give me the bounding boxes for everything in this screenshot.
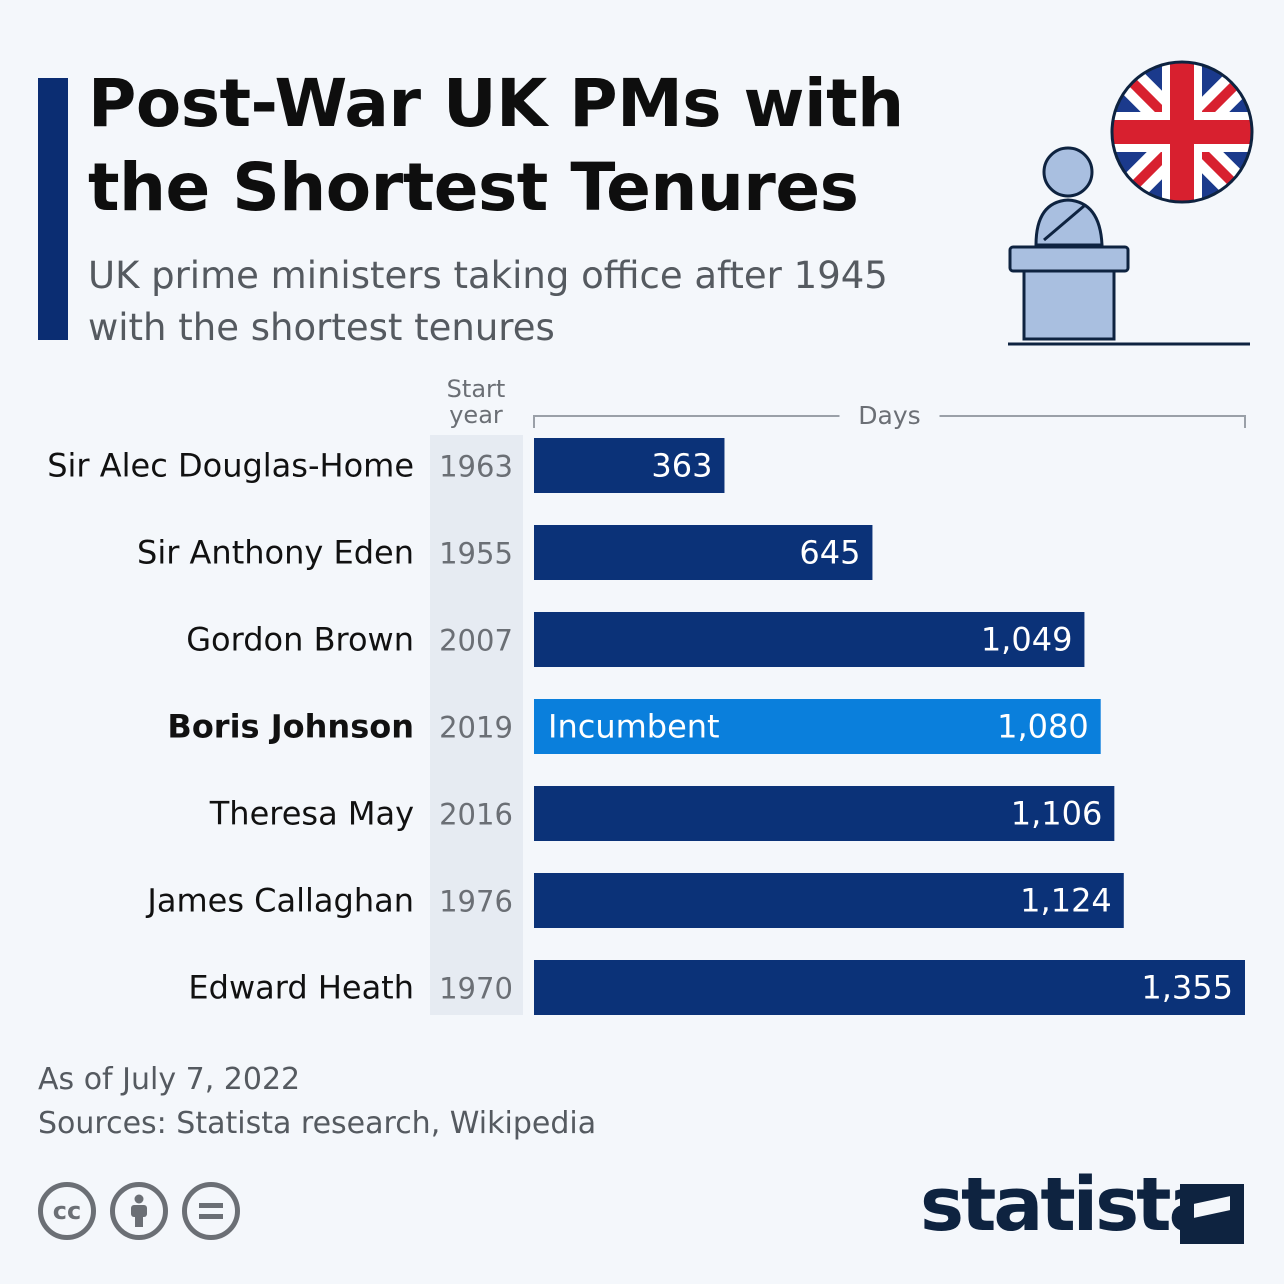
politician-podium-with-union-jack-icon [1008, 60, 1254, 346]
bar-note-label: Incumbent [548, 708, 720, 746]
title-line-1: Post-War UK PMs with [88, 65, 904, 142]
statista-logo-mark-icon [1180, 1184, 1244, 1244]
cc-icon[interactable]: cc [38, 1182, 96, 1240]
year-column-header-line-2: year [449, 401, 503, 429]
pm-name-label: Boris Johnson [167, 708, 414, 746]
attribution-icon[interactable] [110, 1182, 168, 1240]
title-accent-bar [38, 78, 68, 340]
bar-value-label: 1,049 [981, 621, 1073, 659]
bar-value-label: 645 [799, 534, 860, 572]
license-icons: cc [38, 1182, 240, 1240]
bar [534, 438, 725, 493]
title-line-2: the Shortest Tenures [88, 149, 859, 226]
bar [534, 525, 873, 580]
subtitle-line-2: with the shortest tenures [88, 306, 555, 349]
start-year-label: 2007 [439, 624, 513, 658]
days-axis-label: Days [858, 401, 920, 430]
days-axis-bracket [533, 415, 1246, 428]
start-year-label: 1976 [439, 885, 513, 919]
no-derivatives-icon[interactable] [182, 1182, 240, 1240]
year-column-background [430, 435, 523, 1015]
chart-title: Post-War UK PMs with the Shortest Tenure… [88, 62, 988, 230]
pm-name-label: James Callaghan [145, 882, 414, 920]
bar-value-label: 1,355 [1141, 969, 1233, 1007]
statista-logo[interactable]: statista [920, 1162, 1218, 1248]
bar [534, 786, 1115, 841]
subtitle-line-1: UK prime ministers taking office after 1… [88, 254, 888, 297]
pm-name-label: Gordon Brown [186, 621, 414, 659]
pm-name-label: Sir Alec Douglas-Home [47, 447, 414, 485]
pm-name-label: Sir Anthony Eden [137, 534, 414, 572]
year-column-header-line-1: Start [447, 375, 506, 403]
bar [534, 960, 1245, 1015]
bar [534, 699, 1101, 754]
bar-value-label: 1,080 [997, 708, 1089, 746]
pm-name-label: Theresa May [209, 795, 414, 833]
bar-value-label: 363 [651, 447, 712, 485]
chart-subtitle: UK prime ministers taking office after 1… [88, 250, 968, 354]
pm-name-label: Edward Heath [188, 969, 414, 1007]
start-year-label: 2019 [439, 711, 513, 745]
start-year-label: 2016 [439, 798, 513, 832]
start-year-label: 1955 [439, 537, 513, 571]
start-year-label: 1970 [439, 972, 513, 1006]
footer-sources: Sources: Statista research, Wikipedia [38, 1106, 597, 1141]
bar-value-label: 1,124 [1020, 882, 1112, 920]
footer-date: As of July 7, 2022 [38, 1062, 301, 1097]
bar [534, 873, 1124, 928]
bar-value-label: 1,106 [1011, 795, 1103, 833]
bar [534, 612, 1085, 667]
start-year-label: 1963 [439, 450, 513, 484]
